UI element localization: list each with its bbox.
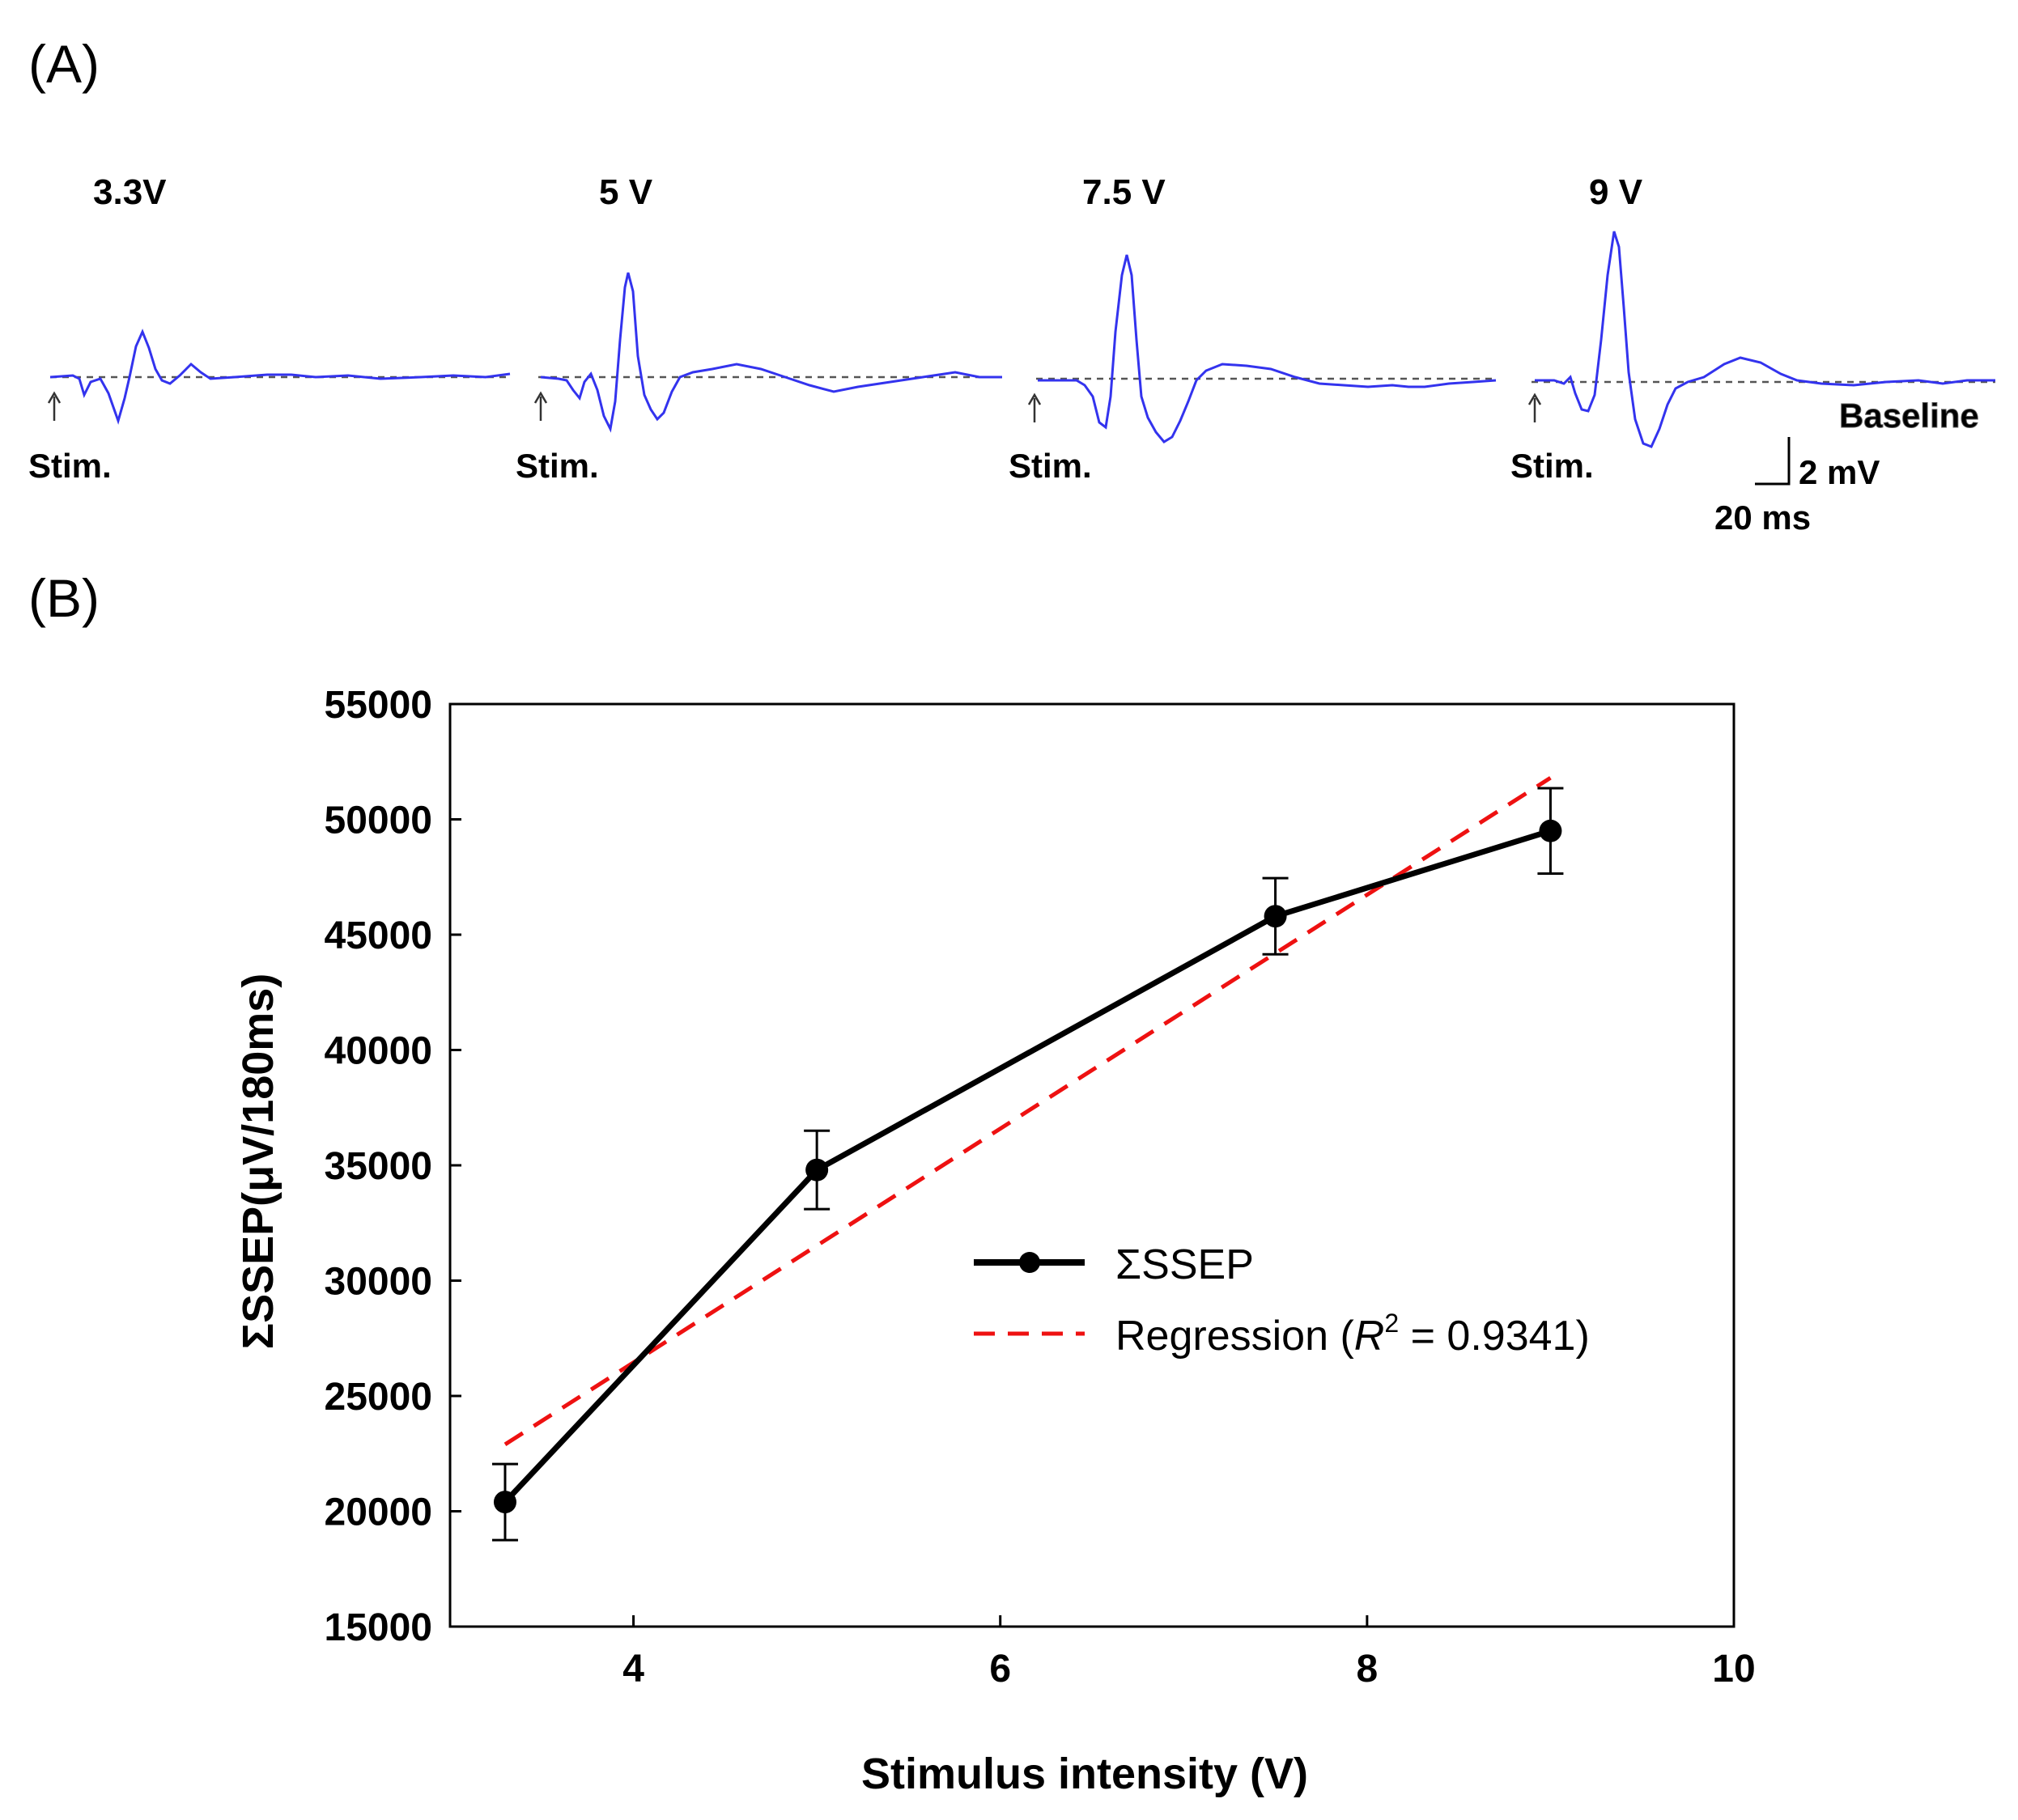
x-axis: 4 6 8 10	[622, 1615, 1756, 1691]
x-tick-label-1: 6	[989, 1648, 1011, 1691]
trace-group-4: 9 V Stim.	[1510, 172, 1995, 485]
ssep-trace-3	[1038, 254, 1497, 443]
y-tick-label-3: 30000	[325, 1261, 432, 1304]
data-point-1	[805, 1158, 829, 1182]
legend-entry-ssep: ΣSSEP	[974, 1241, 1254, 1288]
y-tick-label-4: 35000	[325, 1145, 432, 1188]
y-tick-label-0: 15000	[325, 1606, 432, 1649]
panel-a-label: (A)	[28, 34, 100, 94]
legend-r-symbol: R	[1354, 1313, 1385, 1360]
stim-arrow-3	[1027, 392, 1042, 422]
x-tick-label-3: 10	[1712, 1648, 1755, 1691]
trace-group-2: 5 V Stim.	[516, 172, 1002, 485]
y-tick-label-5: 40000	[325, 1030, 432, 1073]
x-tick-label-0: 4	[622, 1648, 644, 1691]
legend-entry-regression: Regression (R2 = 0.9341)	[974, 1309, 1590, 1360]
y-axis-title: ΣSSEP(μV/180ms)	[234, 974, 283, 1350]
regression-line	[503, 776, 1552, 1446]
ssep-trace-1	[49, 329, 511, 425]
chart: 15000 20000 25000 30000 35000 40000 45000 50000…	[234, 684, 1756, 1798]
scale-bar-time: 20 ms	[1714, 498, 1811, 537]
trace-label-2: 5 V	[599, 172, 653, 212]
trace-label-1: 3.3V	[93, 172, 167, 212]
data-point-0	[493, 1491, 516, 1514]
data-point-2	[1264, 905, 1287, 928]
trace-group-1: 3.3V Stim.	[28, 172, 511, 485]
stim-label-4: Stim.	[1510, 447, 1594, 485]
panel-a-traces: 3.3V Stim. 5 V Stim. 7.5 V	[28, 172, 1995, 485]
y-axis: 15000 20000 25000 30000 35000 40000 45000 50000…	[325, 684, 461, 1649]
ssep-trace-4	[1535, 231, 1995, 448]
stim-arrow-1	[47, 391, 62, 421]
stim-label-1: Stim.	[28, 447, 112, 485]
panel-b-label: (B)	[28, 568, 100, 628]
legend-r-exponent: 2	[1384, 1309, 1399, 1338]
scale-bar-lines	[1755, 437, 1791, 486]
y-tick-label-1: 20000	[325, 1491, 432, 1534]
legend-r2-value: 0.9341	[1447, 1313, 1575, 1360]
ssep-trace-2	[540, 272, 1002, 433]
stim-arrow-4	[1527, 392, 1542, 422]
ssep-line	[503, 828, 1552, 1504]
y-tick-label-8: 55000	[325, 684, 432, 727]
x-tick-label-2: 8	[1357, 1648, 1379, 1691]
x-axis-title: Stimulus intensity (V)	[861, 1750, 1308, 1798]
stim-label-2: Stim.	[516, 447, 599, 485]
legend-marker-ssep	[1019, 1252, 1040, 1273]
y-tick-label-6: 45000	[325, 914, 432, 957]
trace-group-3: 7.5 V Stim.	[1009, 172, 1497, 485]
legend: ΣSSEP Regression (R2 = 0.9341)	[974, 1241, 1590, 1360]
scale-bar-voltage: 2 mV	[1799, 453, 1880, 491]
legend-label-ssep: ΣSSEP	[1115, 1241, 1254, 1288]
trace-label-4: 9 V	[1589, 172, 1643, 212]
trace-label-3: 7.5 V	[1082, 172, 1166, 212]
legend-label-regression: Regression (R2 = 0.9341)	[1115, 1309, 1590, 1360]
y-tick-label-2: 25000	[325, 1376, 432, 1419]
plot-frame	[448, 702, 1735, 1628]
stim-arrow-2	[533, 391, 548, 421]
data-point-3	[1539, 819, 1562, 842]
y-tick-label-7: 50000	[325, 800, 432, 842]
baseline-label: Baseline	[1839, 397, 1979, 435]
scale-bar: 2 mV 20 ms	[1714, 437, 1880, 537]
legend-regression-name: Regression	[1115, 1313, 1328, 1360]
series-layer	[491, 776, 1564, 1542]
stim-label-3: Stim.	[1009, 447, 1092, 485]
